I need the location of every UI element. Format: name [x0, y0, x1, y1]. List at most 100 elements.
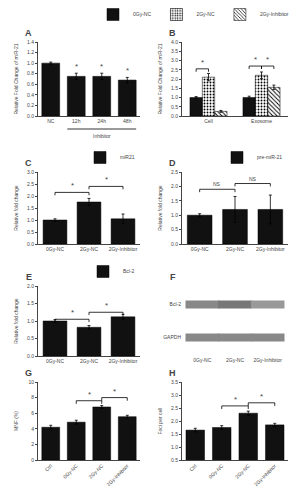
- svg-text:1.0: 1.0: [27, 217, 34, 223]
- svg-text:2.5: 2.5: [171, 405, 178, 411]
- svg-text:A: A: [25, 28, 32, 38]
- svg-text:*: *: [105, 175, 108, 184]
- svg-text:2.5: 2.5: [27, 181, 34, 187]
- svg-text:12h: 12h: [72, 118, 81, 124]
- svg-text:H: H: [169, 368, 176, 378]
- svg-text:1.5: 1.5: [171, 431, 178, 437]
- svg-text:0.4: 0.4: [27, 92, 34, 98]
- svg-text:1.0: 1.0: [171, 212, 178, 218]
- svg-text:2Gy-Inhibitor: 2Gy-Inhibitor: [253, 462, 278, 487]
- svg-text:Cell: Cell: [204, 118, 213, 124]
- svg-text:3.0: 3.0: [171, 57, 178, 63]
- svg-text:2Gy-NC: 2Gy-NC: [226, 246, 244, 252]
- svg-text:2.5: 2.5: [171, 67, 178, 73]
- svg-text:8: 8: [31, 394, 34, 400]
- svg-text:*: *: [254, 55, 257, 64]
- svg-text:3.0: 3.0: [27, 169, 34, 175]
- svg-text:2.0: 2.0: [171, 76, 178, 82]
- svg-text:1.4: 1.4: [27, 39, 34, 45]
- svg-text:1.0: 1.0: [27, 318, 34, 324]
- svg-text:1.0: 1.0: [171, 444, 178, 450]
- svg-text:0: 0: [31, 457, 34, 463]
- svg-text:0.5: 0.5: [171, 457, 178, 463]
- svg-text:2Gy-Inhibitor: 2Gy-Inhibitor: [256, 246, 285, 252]
- svg-text:0.0: 0.0: [171, 113, 178, 119]
- svg-text:0.8: 0.8: [27, 70, 34, 76]
- svg-text:0.5: 0.5: [171, 104, 178, 110]
- svg-text:2.0: 2.0: [171, 418, 178, 424]
- svg-text:3.0: 3.0: [171, 392, 178, 398]
- svg-text:2Gy-Inhibitor: 2Gy-Inhibitor: [109, 246, 138, 252]
- svg-text:Relative fold change: Relative fold change: [13, 298, 19, 344]
- svg-text:1.5: 1.5: [27, 205, 34, 211]
- svg-text:Exosome: Exosome: [251, 118, 272, 124]
- svg-text:Ctrl: Ctrl: [43, 463, 53, 473]
- svg-text:0.5: 0.5: [27, 335, 34, 341]
- svg-text:0.5: 0.5: [27, 229, 34, 235]
- svg-text:2Gy-NC: 2Gy-NC: [80, 358, 98, 364]
- svg-text:48h: 48h: [123, 118, 132, 124]
- svg-text:0Gy-NC: 0Gy-NC: [193, 357, 211, 363]
- svg-text:4.0: 4.0: [171, 39, 178, 45]
- svg-text:3.5: 3.5: [171, 48, 178, 54]
- svg-text:pre-miR-21: pre-miR-21: [257, 154, 282, 160]
- svg-text:0.0: 0.0: [171, 241, 178, 247]
- svg-text:*: *: [260, 392, 263, 401]
- svg-text:2: 2: [31, 441, 34, 447]
- svg-text:Foci per cell: Foci per cell: [157, 408, 163, 435]
- svg-text:2Gy-Inhibitor: 2Gy-Inhibitor: [253, 357, 282, 363]
- svg-text:2Gy-Inhibitor: 2Gy-Inhibitor: [260, 11, 289, 17]
- svg-text:0Gy-NC: 0Gy-NC: [133, 11, 151, 17]
- svg-text:C: C: [25, 158, 32, 168]
- svg-text:Bcl-2: Bcl-2: [123, 268, 135, 274]
- svg-text:Ctrl: Ctrl: [188, 463, 198, 473]
- svg-text:Relative Fold Change of miR-21: Relative Fold Change of miR-21: [13, 43, 19, 114]
- svg-text:0.5: 0.5: [171, 226, 178, 232]
- svg-text:D: D: [169, 158, 176, 168]
- svg-text:Bcl-2: Bcl-2: [170, 301, 182, 307]
- svg-text:0Gy-NC: 0Gy-NC: [62, 462, 79, 479]
- svg-text:NS: NS: [213, 181, 221, 187]
- svg-text:*: *: [88, 390, 91, 399]
- svg-text:GAPDH: GAPDH: [163, 334, 181, 340]
- svg-text:2.0: 2.0: [27, 193, 34, 199]
- svg-text:2Gy-NC: 2Gy-NC: [80, 246, 98, 252]
- svg-text:2Gy-NC: 2Gy-NC: [87, 462, 104, 479]
- svg-text:Relative fold change: Relative fold change: [13, 185, 19, 231]
- svg-text:2Gy-NC: 2Gy-NC: [196, 11, 214, 17]
- svg-text:2.5: 2.5: [171, 169, 178, 175]
- svg-text:0.6: 0.6: [27, 81, 34, 87]
- svg-text:*: *: [71, 308, 74, 317]
- svg-text:*: *: [266, 55, 269, 64]
- svg-text:MNF (%): MNF (%): [13, 411, 19, 431]
- svg-text:2Gy-NC: 2Gy-NC: [226, 357, 244, 363]
- svg-text:0Gy-NC: 0Gy-NC: [191, 246, 209, 252]
- svg-text:*: *: [71, 181, 74, 190]
- svg-text:1.2: 1.2: [27, 49, 34, 55]
- svg-text:miR21: miR21: [120, 154, 135, 160]
- svg-text:2Gy-Inhibitor: 2Gy-Inhibitor: [105, 462, 130, 487]
- svg-text:0Gy-NC: 0Gy-NC: [46, 246, 64, 252]
- svg-text:0.0: 0.0: [27, 241, 34, 247]
- svg-text:0.2: 0.2: [27, 102, 34, 108]
- svg-text:2Gy-Inhibitor: 2Gy-Inhibitor: [109, 358, 138, 364]
- svg-text:2Gy-NC: 2Gy-NC: [234, 462, 251, 479]
- svg-text:10: 10: [28, 379, 34, 385]
- svg-text:Relative fold change: Relative fold change: [157, 185, 163, 231]
- svg-text:*: *: [234, 395, 237, 404]
- svg-text:*: *: [126, 66, 129, 75]
- svg-text:4: 4: [31, 426, 34, 432]
- svg-text:1.5: 1.5: [171, 198, 178, 204]
- svg-text:2.0: 2.0: [27, 283, 34, 289]
- svg-text:*: *: [75, 62, 78, 71]
- svg-text:E: E: [26, 272, 32, 282]
- svg-text:Relative Fold Change of miR-21: Relative Fold Change of miR-21: [157, 43, 163, 114]
- svg-text:NS: NS: [249, 176, 257, 182]
- svg-text:1.0: 1.0: [171, 94, 178, 100]
- svg-text:*: *: [100, 62, 103, 71]
- svg-text:0.0: 0.0: [27, 353, 34, 359]
- svg-text:1.5: 1.5: [27, 300, 34, 306]
- svg-text:NC: NC: [47, 118, 55, 124]
- svg-text:*: *: [105, 301, 108, 310]
- svg-text:0.0: 0.0: [27, 113, 34, 119]
